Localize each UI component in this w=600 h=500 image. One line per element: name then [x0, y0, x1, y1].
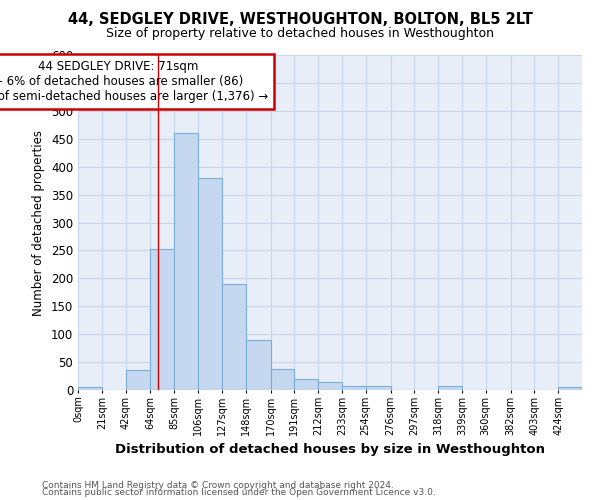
- Bar: [365, 386, 391, 390]
- Bar: [271, 369, 295, 390]
- Bar: [174, 133, 198, 390]
- Bar: [342, 386, 365, 390]
- Bar: [151, 250, 174, 390]
- Text: Size of property relative to detached houses in Westhoughton: Size of property relative to detached ho…: [106, 28, 494, 40]
- Bar: [295, 379, 318, 390]
- Text: 44, SEDGLEY DRIVE, WESTHOUGHTON, BOLTON, BL5 2LT: 44, SEDGLEY DRIVE, WESTHOUGHTON, BOLTON,…: [68, 12, 532, 28]
- Bar: [558, 387, 582, 390]
- Bar: [438, 386, 462, 390]
- Text: 44 SEDGLEY DRIVE: 71sqm
← 6% of detached houses are smaller (86)
93% of semi-det: 44 SEDGLEY DRIVE: 71sqm ← 6% of detached…: [0, 60, 268, 103]
- Bar: [198, 178, 222, 390]
- Bar: [245, 340, 271, 390]
- Bar: [78, 387, 102, 390]
- Bar: [318, 382, 342, 390]
- Y-axis label: Number of detached properties: Number of detached properties: [32, 130, 46, 316]
- Text: Contains HM Land Registry data © Crown copyright and database right 2024.: Contains HM Land Registry data © Crown c…: [42, 480, 394, 490]
- Bar: [125, 370, 151, 390]
- Bar: [222, 284, 245, 390]
- X-axis label: Distribution of detached houses by size in Westhoughton: Distribution of detached houses by size …: [115, 444, 545, 456]
- Text: Contains public sector information licensed under the Open Government Licence v3: Contains public sector information licen…: [42, 488, 436, 497]
